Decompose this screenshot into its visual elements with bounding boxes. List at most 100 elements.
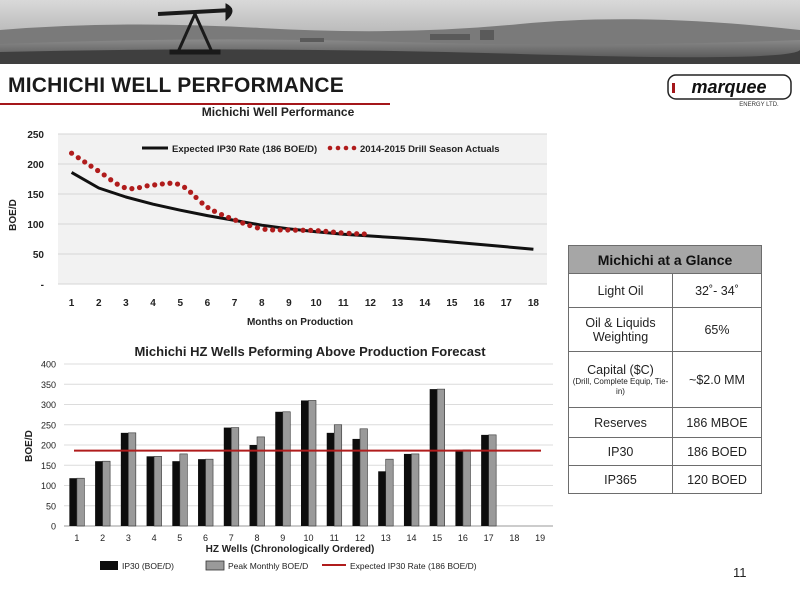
chart1-actuals-dot xyxy=(95,167,101,174)
chart2-y-tick: 100 xyxy=(41,481,56,491)
chart2-x-tick: 4 xyxy=(152,533,157,543)
chart2-bar-ip30 xyxy=(275,411,283,526)
chart2-bar-peak-monthly xyxy=(102,460,111,527)
glance-value: 120 BOED xyxy=(672,465,762,494)
chart1-y-tick: 200 xyxy=(27,160,44,171)
chart2-x-tick: 6 xyxy=(203,533,208,543)
chart1-actuals-dot xyxy=(167,180,173,186)
table-row: Light Oil 32˚- 34˚ xyxy=(568,273,762,308)
chart2-bar-peak-monthly xyxy=(128,432,137,527)
chart1-actuals-dot xyxy=(187,189,194,195)
chart1-actuals-dot xyxy=(193,194,199,201)
chart1-x-tick: 4 xyxy=(150,298,156,309)
chart1-x-tick: 14 xyxy=(419,298,431,309)
glance-label-cell: Capital ($C) (Drill, Complete Equip, Tie… xyxy=(568,351,673,408)
chart1-y-tick: 250 xyxy=(27,130,44,141)
chart1-actuals-dot xyxy=(136,184,143,191)
chart1-x-tick: 17 xyxy=(501,298,513,309)
glance-label: Oil & Liquids Weighting xyxy=(568,307,673,352)
chart2-bar-peak-monthly xyxy=(308,400,317,527)
glance-table-header: Michichi at a Glance xyxy=(568,245,762,274)
chart2-bar-ip30 xyxy=(95,461,103,526)
chart2-bar-ip30 xyxy=(378,471,386,526)
chart1-y-tick: 50 xyxy=(33,250,45,261)
chart1-actuals-dot xyxy=(330,229,337,235)
chart2-y-tick: 400 xyxy=(41,360,56,370)
chart1-x-axis-label: Months on Production xyxy=(247,317,353,328)
chart1-actuals-dot xyxy=(211,208,218,214)
chart1-actuals-dot xyxy=(82,159,88,165)
page-number: 11 xyxy=(733,565,747,580)
chart2-bar-peak-monthly xyxy=(411,453,420,527)
chart1-actuals-dot xyxy=(75,155,81,161)
chart2-bar-ip30 xyxy=(172,461,180,526)
chart2-title: Michichi HZ Wells Peforming Above Produc… xyxy=(134,344,486,359)
glance-label: IP365 xyxy=(568,465,673,494)
chart1-actuals-dot xyxy=(247,222,253,229)
header-banner-photo xyxy=(0,0,800,64)
chart2-bar-ip30 xyxy=(249,445,258,526)
chart2-y-tick: 250 xyxy=(41,420,56,430)
chart1-y-tick: 150 xyxy=(27,190,44,201)
chart2-bar-peak-monthly xyxy=(282,411,291,527)
chart1-actuals-dot xyxy=(174,181,181,187)
page-title: MICHICHI WELL PERFORMANCE xyxy=(8,74,344,97)
chart1-actuals-dot xyxy=(233,217,239,223)
legend-ip30-swatch xyxy=(100,561,118,570)
chart2-bar-peak-monthly xyxy=(205,458,214,527)
chart2-x-tick: 1 xyxy=(74,533,79,543)
chart2-bar-peak-monthly xyxy=(359,428,368,527)
table-row: Oil & Liquids Weighting 65% xyxy=(568,307,762,352)
chart1-x-tick: 2 xyxy=(96,298,102,309)
logo-wordmark: marquee xyxy=(691,77,766,97)
chart2-bar-ip30 xyxy=(481,434,489,526)
chart2-y-axis-label: BOE/D xyxy=(24,430,35,462)
table-row: Reserves 186 MBOE xyxy=(568,407,762,438)
chart1-x-tick-labels: 1 2 3 4 5 6 7 8 9 10 11 12 13 14 15 16 17 18 xyxy=(69,298,540,309)
chart1-actuals-dot xyxy=(270,227,276,233)
chart1-actuals-dot xyxy=(199,200,205,206)
logo-tagline: ENERGY LTD. xyxy=(739,102,779,108)
chart1-actuals-dot xyxy=(121,184,127,191)
chart2-bar-peak-monthly xyxy=(488,434,497,527)
chart2-x-tick: 3 xyxy=(126,533,131,543)
chart2-bar-ip30 xyxy=(301,400,309,526)
chart2-x-axis-label: HZ Wells (Chronologically Ordered) xyxy=(206,544,375,555)
michichi-at-a-glance-table: Michichi at a Glance Light Oil 32˚- 34˚ … xyxy=(568,245,762,494)
table-row: IP30 186 BOED xyxy=(568,437,762,466)
legend-peak-swatch xyxy=(205,560,225,571)
glance-value: ~$2.0 MM xyxy=(672,351,762,408)
chart2-bar-peak-monthly xyxy=(462,449,471,527)
glance-value: 186 MBOE xyxy=(672,407,762,438)
legend-expected-line-label: Expected IP30 Rate (186 BOE/D) xyxy=(350,561,477,571)
chart2-x-tick: 13 xyxy=(381,533,391,543)
chart2-bar-ip30 xyxy=(429,389,438,526)
chart2-bar-ip30 xyxy=(455,449,463,526)
chart2-x-tick: 18 xyxy=(509,533,519,543)
title-underline xyxy=(0,103,390,105)
chart2-x-tick: 2 xyxy=(100,533,105,543)
chart1-actuals-dot xyxy=(129,186,135,192)
table-row: Capital ($C) (Drill, Complete Equip, Tie… xyxy=(568,351,762,408)
table-row: IP365 120 BOED xyxy=(568,465,762,494)
chart1-plot-area xyxy=(58,134,547,284)
chart2-x-tick: 11 xyxy=(330,533,339,543)
chart1-actuals-dot xyxy=(323,228,329,234)
chart1-actuals-dot xyxy=(181,184,188,191)
glance-label: Light Oil xyxy=(568,273,673,308)
chart2-bar-peak-monthly xyxy=(436,388,445,527)
chart1-x-tick: 8 xyxy=(259,298,265,309)
company-logo: marquee ENERGY LTD. xyxy=(667,74,792,108)
chart2-x-tick: 14 xyxy=(406,533,416,543)
chart1-x-tick: 3 xyxy=(123,298,129,309)
chart2-bar-ip30 xyxy=(326,432,335,526)
chart1-actuals-dot xyxy=(361,231,367,237)
chart2-bar-ip30 xyxy=(352,438,360,526)
chart2-bar-peak-monthly xyxy=(333,424,343,527)
legend-actuals-label: 2014-2015 Drill Season Actuals xyxy=(360,144,500,155)
glance-sublabel: (Drill, Complete Equip, Tie-in) xyxy=(572,376,669,396)
chart1-actuals-dot xyxy=(114,181,120,187)
chart1-gridlines xyxy=(58,133,547,285)
chart2-y-tick: 350 xyxy=(41,380,56,390)
chart2-y-tick: 300 xyxy=(41,400,56,410)
